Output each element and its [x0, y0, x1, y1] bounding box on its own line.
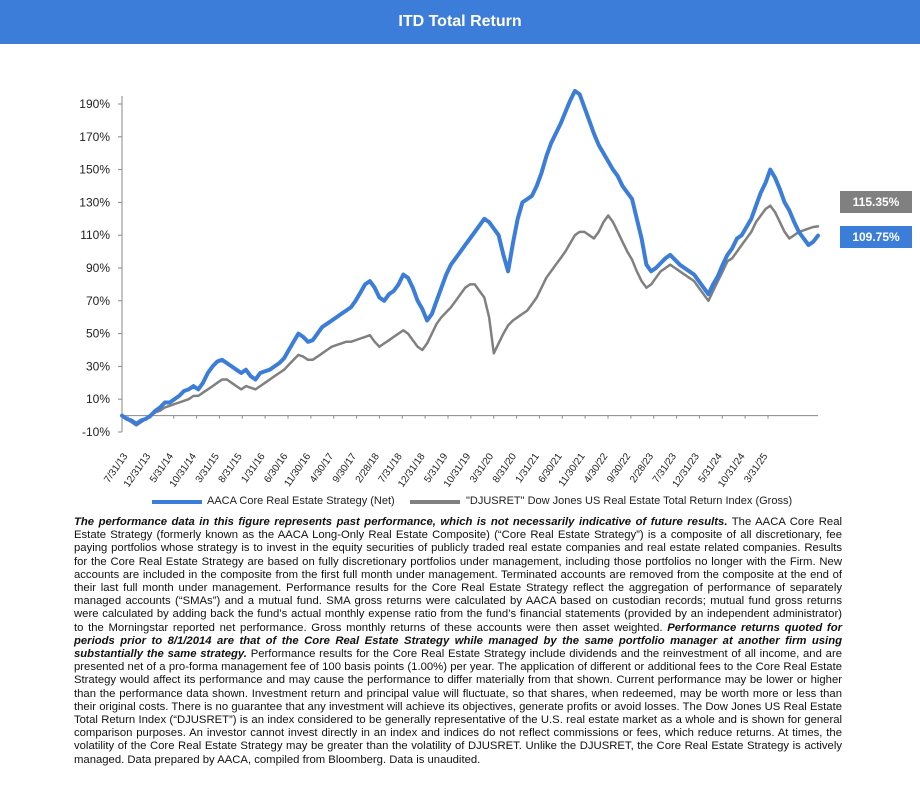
disclaimer-body-2: Performance results for the Core Real Es… [74, 648, 842, 766]
legend-label-strategy: AACA Core Real Estate Strategy (Net) [207, 495, 395, 507]
strategy-end-value-badge: 109.75% [840, 226, 912, 248]
y-tick-label: 150% [79, 163, 110, 177]
legend-swatch-index [410, 500, 460, 504]
y-tick-label: 90% [86, 261, 110, 275]
y-tick-label: -10% [82, 425, 110, 439]
y-tick-label: 170% [79, 130, 110, 144]
chart-title-bar [0, 0, 920, 44]
y-tick-label: 10% [86, 392, 110, 406]
performance-disclaimer: The performance data in this figure repr… [74, 516, 842, 767]
legend-label-index: "DJUSRET" Dow Jones US Real Estate Total… [466, 495, 793, 507]
y-tick-label: 190% [79, 97, 110, 111]
y-tick-label: 130% [79, 195, 110, 209]
x-tick-label: 3/31/25 [742, 451, 770, 485]
disclaimer-emphasis: Performance returns quoted for periods p… [74, 621, 842, 661]
index-end-value-badge: 115.35% [840, 191, 912, 213]
disclaimer-lead: The performance data in this figure repr… [74, 516, 728, 528]
disclaimer-body-1: The AACA Core Real Estate Strategy (form… [74, 516, 842, 634]
chart-title: ITD Total Return [398, 13, 522, 30]
y-tick-label: 70% [86, 294, 110, 308]
legend-swatch-strategy [152, 500, 202, 504]
index-series-line [120, 204, 820, 427]
y-tick-label: 110% [80, 228, 110, 242]
line-chart: -10%10%30%50%70%90%110%130%150%170%190%7… [79, 88, 820, 490]
strategy-series-line [120, 88, 820, 426]
y-tick-label: 30% [86, 359, 110, 373]
y-tick-label: 50% [86, 327, 110, 341]
